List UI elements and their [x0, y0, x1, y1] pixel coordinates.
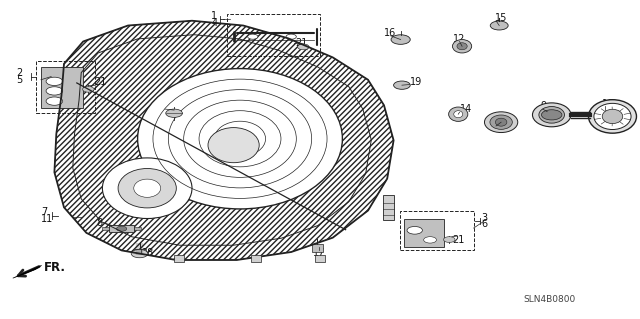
- Ellipse shape: [490, 115, 513, 130]
- Text: 18: 18: [142, 248, 154, 258]
- Ellipse shape: [454, 111, 463, 118]
- Circle shape: [298, 44, 309, 50]
- Bar: [383, 195, 394, 220]
- Text: 17: 17: [313, 248, 325, 258]
- Bar: [174, 255, 184, 262]
- Bar: [109, 225, 134, 232]
- Text: 7: 7: [41, 207, 47, 217]
- Bar: [102, 227, 141, 230]
- Text: 8: 8: [96, 218, 102, 228]
- Text: 3: 3: [481, 212, 488, 223]
- Ellipse shape: [449, 107, 468, 122]
- Ellipse shape: [138, 69, 342, 209]
- Circle shape: [46, 87, 63, 95]
- Circle shape: [541, 110, 562, 120]
- Text: 21: 21: [452, 235, 464, 245]
- Circle shape: [83, 86, 94, 92]
- Text: 1: 1: [211, 11, 218, 21]
- Circle shape: [248, 34, 258, 39]
- Text: 12: 12: [453, 34, 465, 44]
- Bar: [227, 14, 320, 56]
- Bar: [36, 61, 95, 113]
- Text: 21: 21: [296, 38, 308, 48]
- Ellipse shape: [495, 118, 507, 126]
- Text: SLN4B0800: SLN4B0800: [524, 295, 576, 304]
- Polygon shape: [13, 265, 42, 278]
- Circle shape: [46, 97, 63, 105]
- Ellipse shape: [589, 100, 636, 133]
- Text: 14: 14: [460, 104, 472, 114]
- Text: 21: 21: [95, 77, 107, 87]
- Bar: [133, 249, 146, 254]
- Text: 5: 5: [16, 75, 22, 85]
- Circle shape: [394, 81, 410, 89]
- Circle shape: [131, 249, 148, 258]
- Circle shape: [424, 237, 436, 243]
- Circle shape: [46, 77, 63, 85]
- Ellipse shape: [452, 40, 472, 53]
- Text: 11: 11: [41, 214, 53, 224]
- Polygon shape: [54, 21, 394, 260]
- Ellipse shape: [539, 107, 564, 123]
- Bar: [251, 255, 261, 262]
- Circle shape: [444, 237, 455, 242]
- Text: 15: 15: [495, 12, 507, 23]
- Ellipse shape: [118, 168, 177, 208]
- Bar: [404, 219, 444, 247]
- Ellipse shape: [102, 158, 192, 219]
- Ellipse shape: [602, 109, 623, 124]
- Text: 2: 2: [16, 68, 22, 78]
- Text: 4: 4: [211, 18, 218, 28]
- Text: 10: 10: [602, 99, 614, 109]
- Polygon shape: [54, 21, 394, 260]
- Ellipse shape: [134, 179, 161, 197]
- Ellipse shape: [484, 112, 518, 133]
- Ellipse shape: [532, 103, 571, 127]
- Bar: [315, 255, 325, 262]
- Ellipse shape: [208, 128, 259, 163]
- Text: 16: 16: [384, 28, 396, 39]
- Circle shape: [116, 226, 127, 231]
- Text: FR.: FR.: [44, 261, 65, 273]
- Text: 9: 9: [540, 101, 547, 111]
- Text: 19: 19: [410, 77, 422, 87]
- Text: 6: 6: [481, 219, 488, 229]
- Text: 13: 13: [495, 121, 507, 131]
- Ellipse shape: [594, 103, 631, 130]
- Circle shape: [166, 109, 182, 117]
- Ellipse shape: [457, 43, 467, 50]
- Bar: [312, 244, 323, 252]
- Bar: [400, 211, 474, 250]
- Bar: [41, 67, 83, 108]
- Circle shape: [490, 21, 508, 30]
- Circle shape: [286, 34, 296, 39]
- Circle shape: [391, 35, 410, 44]
- Text: 20: 20: [150, 103, 163, 114]
- Circle shape: [407, 226, 422, 234]
